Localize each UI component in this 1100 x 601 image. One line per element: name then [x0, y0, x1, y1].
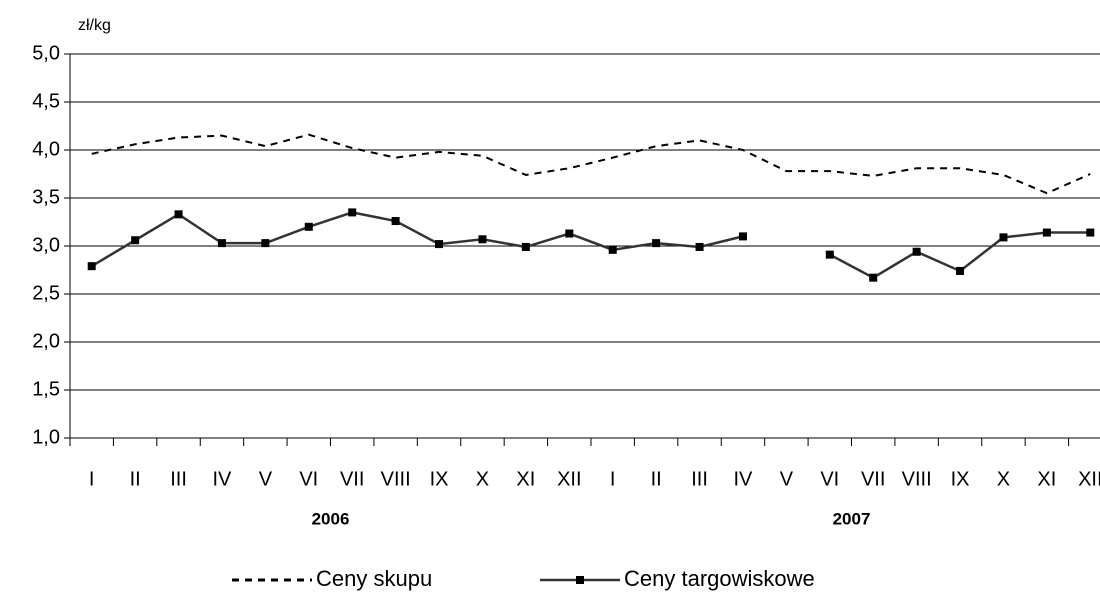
x-tick-label: XII — [557, 468, 581, 490]
x-tick-label: V — [259, 468, 273, 490]
y-tick-label: 4,5 — [32, 90, 60, 112]
x-tick-label: III — [170, 468, 187, 490]
x-tick-label: IV — [734, 468, 754, 490]
x-tick-label: X — [476, 468, 489, 490]
x-tick-label: VIII — [902, 468, 932, 490]
y-tick-label: 1,0 — [32, 426, 60, 448]
marker — [304, 222, 313, 231]
marker — [217, 239, 226, 248]
x-tick-label: XII — [1078, 468, 1100, 490]
y-tick-label: 3,5 — [32, 186, 60, 208]
y-tick-label: 3,0 — [32, 234, 60, 256]
y-tick-label: 4,0 — [32, 138, 60, 160]
marker — [1086, 228, 1095, 237]
marker — [521, 242, 530, 251]
marker — [1042, 228, 1051, 237]
marker — [695, 242, 704, 251]
marker — [391, 217, 400, 226]
marker — [956, 266, 965, 275]
x-tick-label: XI — [1037, 468, 1056, 490]
y-tick-label: 5,0 — [32, 42, 60, 64]
marker — [261, 239, 270, 248]
y-tick-label: 1,5 — [32, 378, 60, 400]
legend-marker — [576, 576, 584, 584]
x-tick-label: VI — [820, 468, 839, 490]
marker — [478, 235, 487, 244]
marker — [565, 229, 574, 238]
x-tick-label: VII — [340, 468, 364, 490]
series-line — [91, 133, 1091, 195]
marker — [825, 250, 834, 259]
x-tick-label: II — [651, 468, 662, 490]
x-tick-label: XI — [516, 468, 535, 490]
x-tick-label: VI — [299, 468, 318, 490]
legend-label: Ceny skupu — [316, 566, 432, 591]
x-tick-label: I — [89, 468, 95, 490]
marker — [652, 239, 661, 248]
x-group-label: 2006 — [312, 509, 350, 528]
x-group-label: 2007 — [833, 509, 871, 528]
marker — [87, 262, 96, 271]
x-tick-label: IV — [213, 468, 233, 490]
x-tick-label: IX — [430, 468, 449, 490]
series-line — [91, 211, 1091, 280]
y-tick-label: 2,5 — [32, 282, 60, 304]
marker — [348, 208, 357, 217]
y-axis-label: zł/kg — [78, 17, 111, 34]
marker — [999, 233, 1008, 242]
x-tick-label: IX — [951, 468, 970, 490]
x-tick-label: V — [780, 468, 794, 490]
marker — [608, 245, 617, 254]
marker — [869, 273, 878, 282]
marker — [131, 236, 140, 245]
marker — [435, 240, 444, 249]
legend-label: Ceny targowiskowe — [624, 566, 815, 591]
marker — [174, 210, 183, 219]
x-tick-label: VII — [861, 468, 885, 490]
x-tick-label: I — [610, 468, 616, 490]
y-tick-label: 2,0 — [32, 330, 60, 352]
x-tick-label: II — [130, 468, 141, 490]
x-tick-label: X — [997, 468, 1010, 490]
marker — [738, 232, 747, 241]
marker — [912, 247, 921, 256]
x-tick-label: III — [691, 468, 708, 490]
x-tick-label: VIII — [381, 468, 411, 490]
